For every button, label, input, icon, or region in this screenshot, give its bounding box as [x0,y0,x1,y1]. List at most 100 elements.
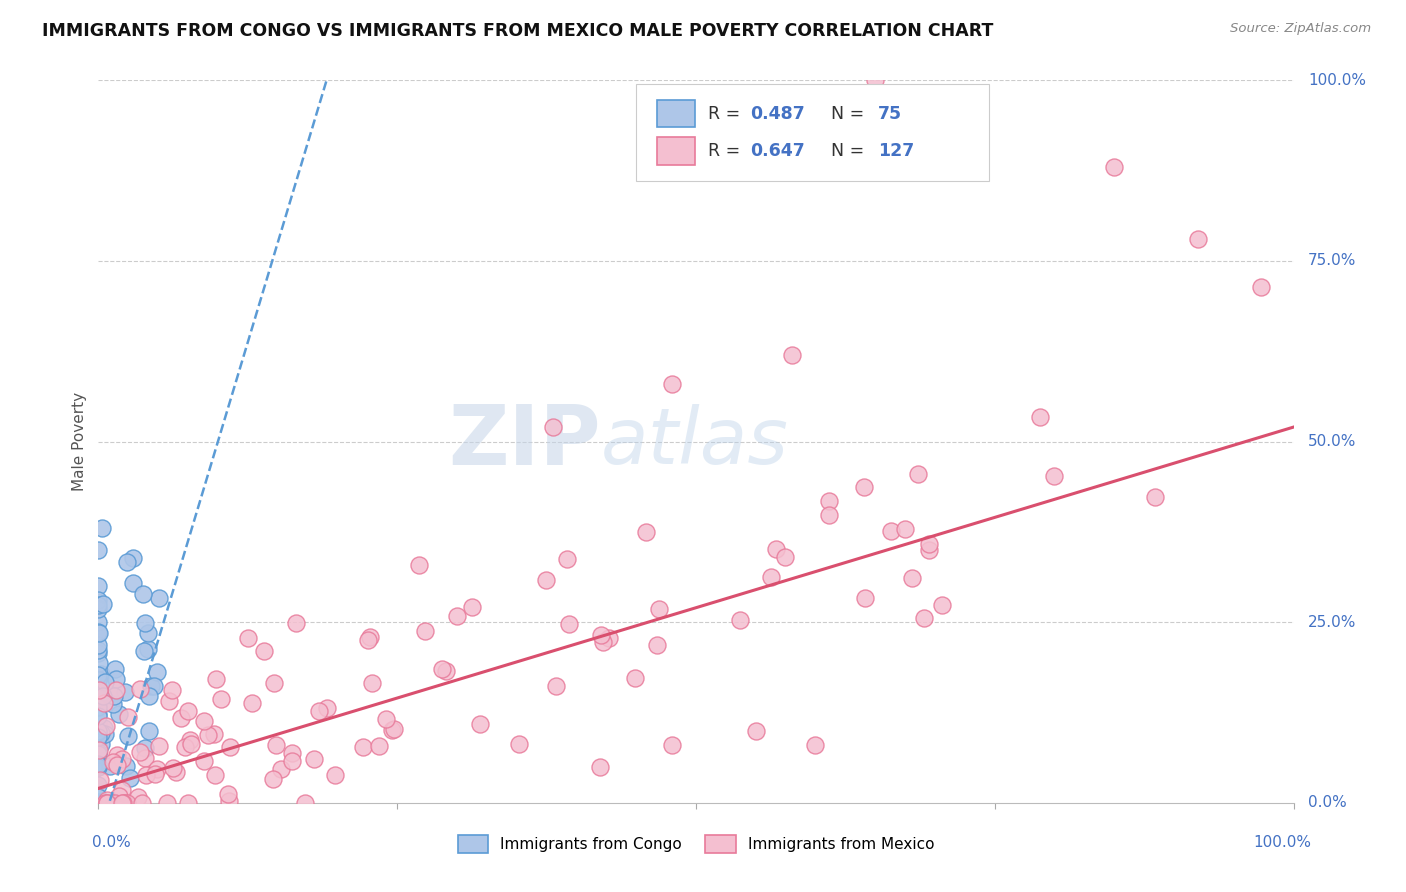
Point [146,665,169,680]
Point [728,613,751,627]
Point [894,522,917,536]
Text: N =: N = [831,104,870,122]
Point [87,593,110,607]
Point [87,724,110,739]
Point [382,722,405,736]
Point [128,745,150,759]
Point [374,712,396,726]
Point [1250,280,1272,294]
Point [759,570,782,584]
Point [589,628,612,642]
Point [118,772,141,786]
Point [104,672,127,686]
Point [87,699,110,714]
Point [117,710,139,724]
Point [541,420,564,434]
Point [93,727,115,741]
Point [90,666,112,681]
Point [817,494,839,508]
Text: atlas: atlas [600,403,789,480]
Text: 25.0%: 25.0% [1308,615,1357,630]
Point [931,598,953,612]
Point [91,689,114,703]
Point [134,741,156,756]
Point [589,760,612,774]
Point [430,662,453,676]
Point [381,723,404,737]
Point [534,573,557,587]
Point [107,706,129,721]
Point [308,705,330,719]
Point [93,796,115,810]
Point [96,796,118,810]
Point [204,672,226,686]
Point [598,632,620,646]
Point [745,723,768,738]
Point [87,699,110,714]
Bar [657,100,695,128]
Point [94,718,117,732]
Bar [657,137,695,165]
Point [129,682,152,697]
Point [204,768,226,782]
Point [87,732,110,747]
Point [87,743,110,757]
Point [193,754,215,768]
Point [179,732,201,747]
Point [238,631,260,645]
Point [180,737,202,751]
Point [408,558,430,572]
Point [115,759,138,773]
Point [143,767,166,781]
Point [193,714,215,728]
Point [368,739,391,753]
Text: 0.0%: 0.0% [1308,796,1347,810]
Point [434,665,457,679]
Point [818,508,841,522]
Point [918,543,941,558]
Point [87,638,110,652]
Point [141,679,163,693]
Text: N =: N = [831,142,870,160]
Point [87,796,110,810]
Point [136,626,159,640]
Point [93,696,115,710]
Point [544,679,567,693]
Point [87,716,110,731]
Point [89,682,111,697]
Text: R =: R = [709,142,745,160]
Point [218,794,240,808]
Point [270,762,292,776]
Point [121,551,143,566]
Point [87,668,110,682]
Point [110,783,132,797]
Point [264,738,287,752]
Point [111,796,134,810]
Point [87,745,110,759]
Point [304,752,326,766]
Point [636,524,658,539]
Text: 100.0%: 100.0% [1253,835,1312,850]
Point [87,707,110,722]
Point [880,524,903,538]
Point [127,790,149,805]
Point [103,796,125,810]
Point [87,625,110,640]
Point [114,796,136,810]
Point [87,625,110,640]
Point [253,643,276,657]
Point [765,541,787,556]
Point [136,642,159,657]
Point [105,757,128,772]
Point [555,551,578,566]
Point [87,760,110,774]
Point [87,747,110,761]
Point [315,700,337,714]
Point [111,796,134,810]
Point [87,579,110,593]
FancyBboxPatch shape [637,84,988,181]
Point [96,796,118,810]
Point [901,571,924,585]
Point [162,761,184,775]
Point [592,635,614,649]
